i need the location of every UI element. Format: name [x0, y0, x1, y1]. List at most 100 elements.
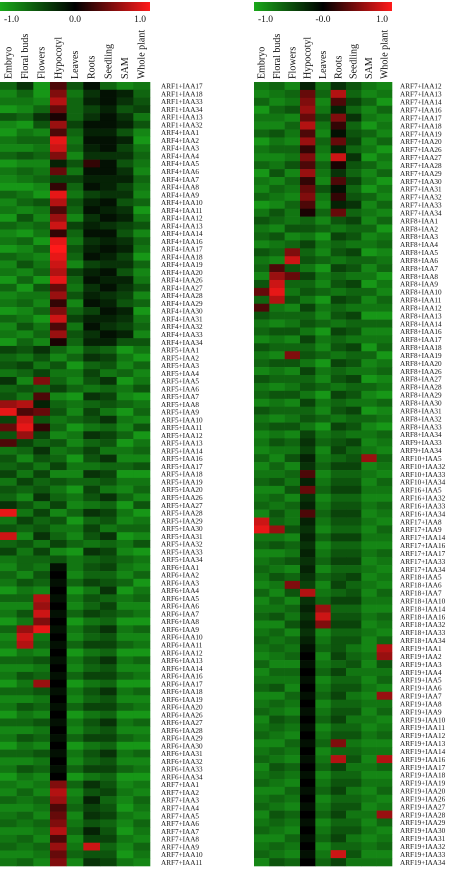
heatmap-cell [254, 454, 270, 463]
heatmap-cell [346, 588, 362, 598]
heatmap-cell [330, 343, 347, 352]
heatmap-cell [50, 105, 67, 114]
heatmap-cell [315, 398, 331, 407]
heatmap-cell [330, 430, 347, 439]
heatmap-cell [300, 422, 316, 431]
heatmap-cell [116, 361, 134, 370]
heatmap-cell [330, 565, 347, 574]
heatmap-cell [376, 652, 393, 661]
heatmap-cell [254, 359, 270, 368]
heatmap-cell [116, 493, 134, 502]
heatmap-cell [330, 747, 347, 756]
heatmap-cell [315, 675, 331, 685]
heatmap-cell [346, 232, 362, 241]
heatmap-cell [315, 723, 331, 732]
heatmap-cell [33, 268, 51, 277]
heatmap-cell [361, 82, 377, 91]
heatmap-cell [269, 691, 285, 700]
heatmap-cell [361, 192, 377, 202]
row-label: ARF8+IAA10 [400, 289, 442, 297]
heatmap-cell [315, 770, 331, 780]
heatmap-cell [66, 827, 84, 836]
heatmap-cell [116, 221, 134, 230]
heatmap-cell [315, 541, 331, 550]
heatmap-cell [330, 216, 347, 225]
heatmap-cell [0, 532, 17, 541]
heatmap-cell [315, 105, 331, 114]
heatmap-cell [284, 248, 301, 257]
heatmap-cell [330, 763, 347, 772]
heatmap-cell [100, 477, 117, 486]
heatmap-cell [100, 656, 117, 665]
heatmap-cell [0, 493, 17, 502]
heatmap-cell [133, 113, 151, 122]
heatmap-cell [269, 636, 285, 645]
heatmap-cell [66, 671, 84, 680]
heatmap-cell [315, 82, 331, 91]
row-label: ARF6+IAA16 [161, 673, 203, 681]
heatmap-cell [269, 620, 285, 629]
heatmap-cell [330, 541, 347, 550]
heatmap-cell [346, 794, 362, 803]
heatmap-cell [346, 398, 362, 407]
heatmap-cell [254, 604, 270, 613]
heatmap-cell [0, 439, 17, 448]
heatmap-cell [66, 547, 84, 556]
heatmap-cell [16, 671, 34, 680]
heatmap-cell [269, 462, 285, 471]
heatmap-cell [0, 283, 17, 292]
heatmap-cell [300, 351, 316, 360]
heatmap-cell [284, 343, 301, 352]
heatmap-cell [83, 307, 101, 316]
heatmap-cell [100, 765, 117, 774]
heatmap-cell [254, 414, 270, 423]
heatmap-cell [376, 224, 393, 233]
heatmap-cell [300, 533, 316, 542]
heatmap-cell [50, 151, 67, 160]
heatmap-cell [315, 359, 331, 368]
heatmap-cell [133, 105, 151, 114]
heatmap-cell [346, 652, 362, 661]
heatmap-cell [300, 137, 316, 146]
heatmap-cell [16, 578, 34, 587]
row-label: ARF18+IAA6 [400, 582, 442, 590]
heatmap-cell [116, 780, 134, 789]
row-label: ARF7+IAA17 [400, 114, 442, 122]
heatmap-cell [269, 414, 285, 423]
heatmap-cell [376, 549, 393, 558]
heatmap-cell [376, 778, 393, 788]
heatmap-cell [0, 594, 17, 603]
heatmap-cell [100, 524, 117, 533]
heatmap-cell [0, 151, 17, 160]
row-label: ARF6+IAA6 [161, 603, 199, 611]
heatmap-cell [300, 485, 316, 495]
row-label: ARF7+IAA30 [400, 178, 442, 186]
heatmap-cell [284, 533, 301, 542]
heatmap-cell [300, 184, 316, 194]
heatmap-cell [100, 97, 117, 106]
heatmap-cell [0, 120, 17, 129]
heatmap-cell [0, 578, 17, 587]
heatmap-cell [66, 470, 84, 479]
heatmap-cell [361, 747, 377, 756]
column-label: Floral buds [20, 34, 31, 79]
heatmap-cell [346, 818, 362, 827]
heatmap-cell [66, 757, 84, 766]
heatmap-cell [330, 850, 347, 859]
heatmap-cell [284, 778, 301, 788]
heatmap-cell [284, 406, 301, 415]
heatmap-cell [269, 485, 285, 495]
heatmap-cell [269, 802, 285, 811]
heatmap-cell [83, 695, 101, 704]
heatmap-cell [330, 327, 347, 336]
heatmap-cell [269, 359, 285, 368]
heatmap-cell [116, 695, 134, 704]
heatmap-cell [315, 747, 331, 756]
heatmap-cell [269, 699, 285, 708]
heatmap-cell [16, 757, 34, 766]
heatmap-cell [100, 299, 117, 308]
heatmap-cell [330, 89, 347, 99]
heatmap-cell [315, 248, 331, 257]
heatmap-cell [66, 159, 84, 168]
heatmap-cell [376, 256, 393, 265]
